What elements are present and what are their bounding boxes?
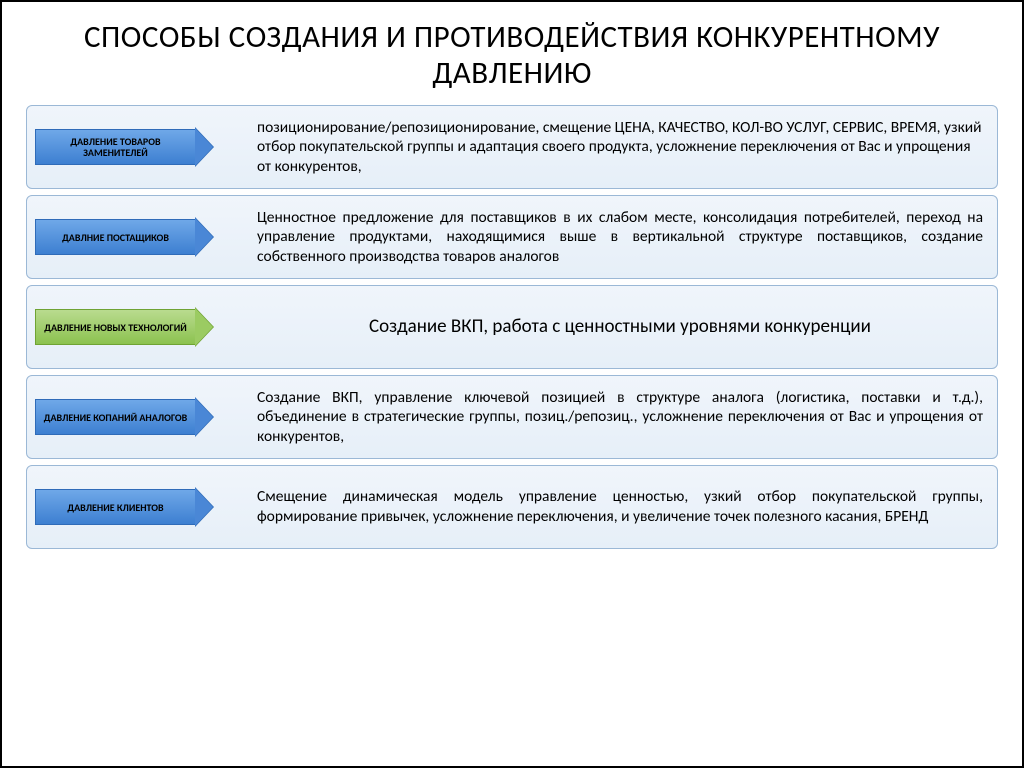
- arrow-label: ДАВЛЕНИЕ НОВЫХ ТЕХНОЛОГИЙ: [36, 322, 195, 334]
- pressure-row-analogs: ДАВЛЕНИЕ КОПАНИЙ АНАЛОГОВ Создание ВКП, …: [26, 375, 998, 459]
- page-title: СПОСОБЫ СОЗДАНИЯ И ПРОТИВОДЕЙСТВИЯ КОНКУ…: [26, 20, 998, 91]
- arrow-wrap: ДАВЛНИЕ ПОСТАЩИКОВ: [35, 219, 257, 255]
- pressure-row-suppliers: ДАВЛНИЕ ПОСТАЩИКОВ Ценностное предложени…: [26, 195, 998, 279]
- arrow-shape-suppliers: ДАВЛНИЕ ПОСТАЩИКОВ: [35, 219, 195, 255]
- arrow-shape-analogs: ДАВЛЕНИЕ КОПАНИЙ АНАЛОГОВ: [35, 399, 195, 435]
- pressure-row-newtech: ДАВЛЕНИЕ НОВЫХ ТЕХНОЛОГИЙ Создание ВКП, …: [26, 285, 998, 369]
- arrow-shape-newtech: ДАВЛЕНИЕ НОВЫХ ТЕХНОЛОГИЙ: [35, 309, 195, 345]
- row-description: Ценностное предложение для поставщиков в…: [257, 208, 983, 267]
- arrow-label: ДАВЛЕНИЕ КОПАНИЙ АНАЛОГОВ: [36, 412, 195, 424]
- row-description: Создание ВКП, работа с ценностными уровн…: [257, 315, 983, 339]
- pressure-row-clients: ДАВЛЕНИЕ КЛИЕНТОВ Смещение динамическая …: [26, 465, 998, 549]
- rows-container: ДАВЛЕНИЕ ТОВАРОВ ЗАМЕНИТЕЛЕЙ позициониро…: [26, 105, 998, 549]
- arrow-shape-substitutes: ДАВЛЕНИЕ ТОВАРОВ ЗАМЕНИТЕЛЕЙ: [35, 129, 195, 165]
- row-description: позиционирование/репозиционирование, сме…: [257, 118, 983, 177]
- pressure-row-substitutes: ДАВЛЕНИЕ ТОВАРОВ ЗАМЕНИТЕЛЕЙ позициониро…: [26, 105, 998, 189]
- arrow-label: ДАВЛНИЕ ПОСТАЩИКОВ: [36, 232, 195, 244]
- arrow-wrap: ДАВЛЕНИЕ НОВЫХ ТЕХНОЛОГИЙ: [35, 309, 257, 345]
- arrow-label: ДАВЛЕНИЕ КЛИЕНТОВ: [36, 502, 195, 514]
- arrow-shape-clients: ДАВЛЕНИЕ КЛИЕНТОВ: [35, 489, 195, 525]
- arrow-wrap: ДАВЛЕНИЕ ТОВАРОВ ЗАМЕНИТЕЛЕЙ: [35, 129, 257, 165]
- row-description: Смещение динамическая модель управление …: [257, 487, 983, 527]
- arrow-wrap: ДАВЛЕНИЕ КОПАНИЙ АНАЛОГОВ: [35, 399, 257, 435]
- row-description: Создание ВКП, управление ключевой позици…: [257, 388, 983, 447]
- arrow-wrap: ДАВЛЕНИЕ КЛИЕНТОВ: [35, 489, 257, 525]
- arrow-label: ДАВЛЕНИЕ ТОВАРОВ ЗАМЕНИТЕЛЕЙ: [36, 136, 195, 159]
